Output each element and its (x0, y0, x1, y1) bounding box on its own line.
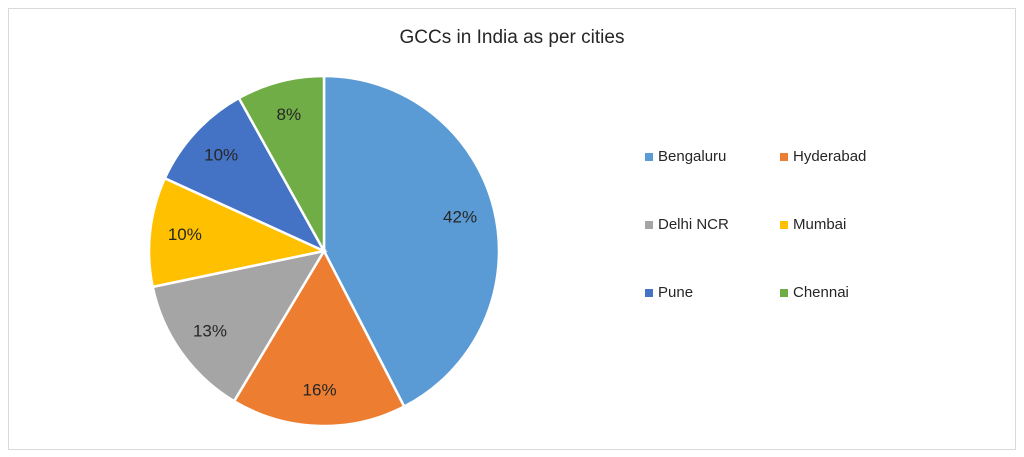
legend-marker (780, 289, 788, 297)
pie-slice (147, 176, 328, 289)
legend-marker (645, 221, 653, 229)
chart-title: GCCs in India as per cities (400, 27, 625, 48)
pie-slice (237, 74, 326, 256)
legend-label: Hyderabad (793, 148, 866, 165)
legend-label: Mumbai (793, 216, 846, 233)
legend-marker (645, 289, 653, 297)
data-label: 8% (277, 105, 302, 124)
pie-slice (163, 96, 327, 254)
legend-label: Pune (658, 284, 693, 301)
legend-marker (780, 221, 788, 229)
data-label: 10% (168, 225, 202, 244)
pie-slice (151, 249, 327, 403)
data-label: 13% (193, 322, 227, 341)
data-label: 10% (204, 145, 238, 164)
legend-marker (780, 153, 788, 161)
legend-label: Delhi NCR (658, 216, 729, 233)
legend-marker (645, 153, 653, 161)
data-label: 42% (443, 207, 477, 226)
legend-label: Bengaluru (658, 148, 726, 165)
pie-slice (232, 248, 406, 428)
pie-slice (322, 74, 501, 409)
data-label: 16% (303, 380, 337, 399)
legend-label: Chennai (793, 284, 849, 301)
